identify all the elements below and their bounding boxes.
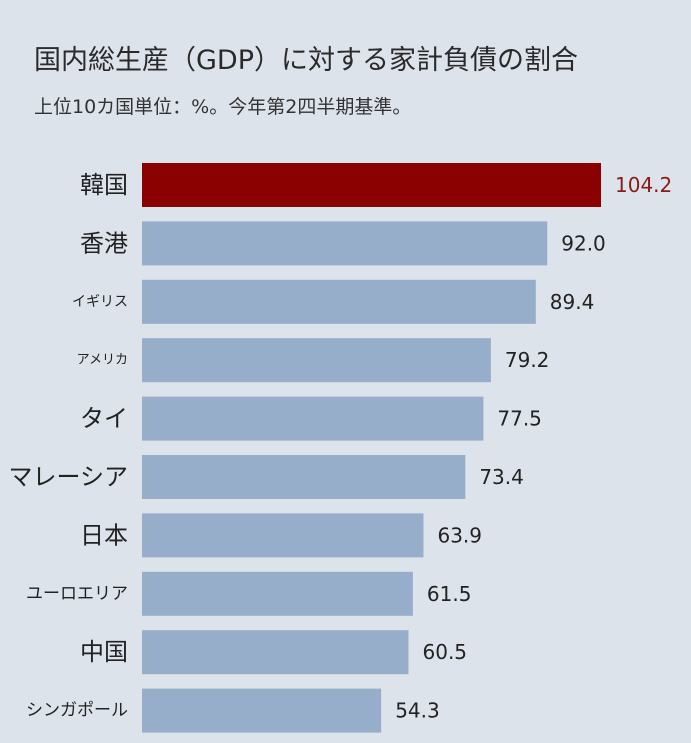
category-label: 韓国 (80, 171, 128, 199)
category-label: 日本 (80, 521, 128, 549)
chart-subtitle: 上位10カ国単位：%。今年第2四半期基準。 (34, 96, 412, 118)
bar (142, 221, 548, 266)
bar (142, 279, 536, 324)
category-label: アメリカ (77, 353, 128, 368)
category-label: 香港 (80, 229, 128, 257)
category-label: シンガポール (26, 701, 128, 721)
value-label: 60.5 (423, 640, 468, 664)
bar (142, 513, 424, 558)
bar (142, 455, 466, 499)
category-label: タイ (80, 405, 128, 433)
bar (142, 630, 409, 675)
value-label: 92.0 (561, 231, 606, 255)
value-label: 79.2 (505, 348, 550, 372)
value-label: 73.4 (479, 465, 524, 489)
value-label: 54.3 (395, 699, 440, 723)
bar (142, 338, 491, 383)
bar (142, 396, 484, 441)
bar (142, 571, 413, 616)
value-label: 63.9 (437, 523, 482, 547)
value-label: 89.4 (550, 290, 595, 314)
value-label: 77.5 (497, 407, 542, 431)
category-label: ユーロエリア (26, 584, 128, 604)
value-label: 104.2 (615, 173, 672, 197)
category-label: イギリス (72, 294, 128, 310)
category-label: 中国 (80, 638, 128, 666)
value-label: 61.5 (427, 582, 472, 606)
bar (142, 163, 601, 207)
bar (142, 688, 382, 733)
category-label: マレーシア (8, 463, 128, 491)
chart-title: 国内総生産（GDP）に対する家計負債の割合 (34, 45, 578, 76)
